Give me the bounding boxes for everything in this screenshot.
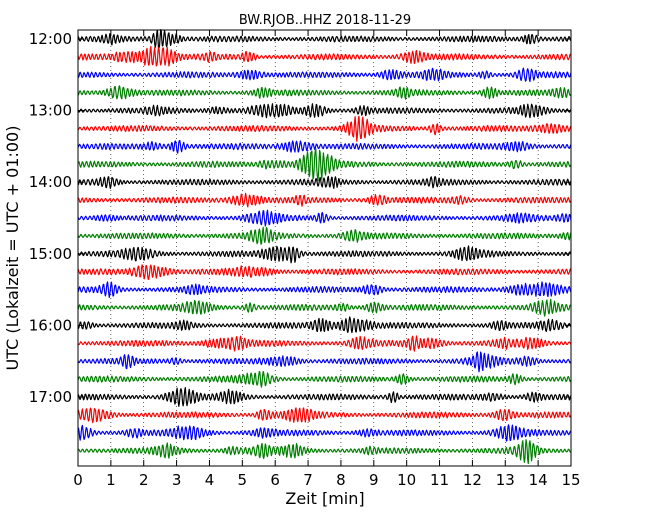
seismogram-trace (77, 424, 572, 442)
seismogram-trace (77, 386, 572, 407)
x-tick-label: 12 (463, 471, 482, 489)
x-tick-label: 3 (172, 471, 182, 489)
x-tick-label: 5 (238, 471, 248, 489)
x-tick-label: 8 (336, 471, 346, 489)
seismogram-trace (77, 370, 572, 388)
seismogram-trace (77, 29, 572, 50)
x-tick-label: 2 (139, 471, 149, 489)
seismogram-trace (77, 281, 572, 298)
y-tick-label: 15:00 (29, 245, 72, 263)
seismogram-trace (77, 351, 572, 373)
seismogram-trace (77, 298, 572, 317)
seismogram-trace (77, 407, 572, 424)
seismogram-trace (77, 139, 572, 154)
y-tick-label: 12:00 (29, 30, 72, 48)
seismogram-trace (77, 316, 572, 334)
seismogram-trace (77, 245, 572, 264)
seismogram-trace (77, 103, 572, 119)
seismogram-trace (77, 192, 572, 208)
y-tick-label: 17:00 (29, 388, 72, 406)
x-tick-label: 14 (529, 471, 548, 489)
x-tick-label: 11 (430, 471, 449, 489)
seismogram-trace (77, 67, 572, 83)
chart-title: BW.RJOB..HHZ 2018-11-29 (239, 13, 411, 28)
y-tick-label: 13:00 (29, 102, 72, 120)
x-tick-label: 7 (303, 471, 313, 489)
x-axis-label: Zeit [min] (285, 489, 364, 508)
seismogram-trace (77, 115, 572, 142)
y-tick-label: 14:00 (29, 173, 72, 191)
grid-layer (110, 30, 539, 466)
seismogram-trace (77, 209, 572, 227)
x-axis: 0 1 2 3 4 5 6 7 8 9 10 11 12 13 14 15 (73, 30, 581, 489)
seismogram-trace (77, 148, 572, 182)
x-tick-label: 6 (270, 471, 280, 489)
seismogram-trace (77, 335, 572, 352)
x-tick-label: 15 (561, 471, 580, 489)
y-tick-label: 16:00 (29, 316, 72, 334)
x-tick-label: 9 (369, 471, 379, 489)
x-tick-label: 0 (73, 471, 83, 489)
seismogram-trace (77, 264, 572, 280)
y-axis-label: UTC (Lokalzeit = UTC + 01:00) (3, 126, 22, 371)
x-tick-label: 4 (205, 471, 215, 489)
seismogram-trace (77, 45, 572, 67)
x-tick-label: 1 (106, 471, 116, 489)
seismogram-trace (77, 85, 572, 100)
seismogram-trace (77, 439, 572, 465)
x-tick-label: 10 (397, 471, 416, 489)
plot-frame (77, 29, 572, 467)
seismogram-trace (77, 226, 572, 245)
y-axis: 12:00 13:00 14:00 15:00 16:00 17:00 (29, 30, 571, 406)
trace-layer (77, 29, 572, 465)
x-tick-label: 13 (496, 471, 515, 489)
seismogram-trace (77, 175, 572, 190)
